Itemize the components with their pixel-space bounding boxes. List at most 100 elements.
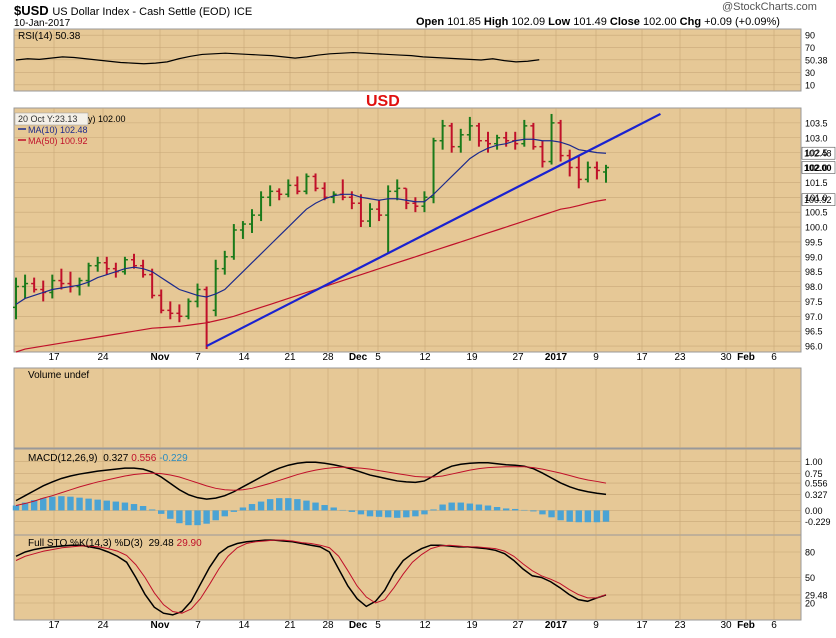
ma50-line xyxy=(15,199,607,353)
y-tick-label: 20 xyxy=(805,599,815,609)
chart-header-symbol: $USD US Dollar Index - Cash Settle (EOD)… xyxy=(14,3,252,18)
ohlc-bar xyxy=(603,164,609,183)
macd-hist-bar xyxy=(566,510,573,522)
y-tick-label: 30 xyxy=(805,68,815,78)
ohlc-bar xyxy=(557,119,564,162)
macd-hist-bar xyxy=(167,510,174,519)
sto-k-value: 29.48 xyxy=(149,538,174,549)
ohlc-summary: Open 101.85 High 102.09 Low 101.49 Close… xyxy=(416,16,780,28)
ohlc-bar xyxy=(575,155,582,189)
grid-lines xyxy=(14,29,801,620)
macd-hist-bar xyxy=(130,504,138,511)
x-tick-label: Dec xyxy=(349,352,368,363)
macd-hist-bar xyxy=(403,510,410,518)
x-tick-label: 12 xyxy=(419,352,431,363)
ohlc-bar xyxy=(131,253,137,269)
x-tick-label: 24 xyxy=(97,620,109,631)
y-tick-label: 0.00 xyxy=(805,506,823,516)
macd-hist-bar xyxy=(448,502,455,511)
macd-hist-bar xyxy=(230,510,238,512)
macd-hist-bar xyxy=(203,510,210,524)
y-tick-label: 100.0 xyxy=(805,223,828,233)
sto-title-label: Full STO %K(14,3) %D(3) xyxy=(28,538,143,549)
macd-hist-bar xyxy=(312,502,319,511)
price-badge: 100.92 xyxy=(804,195,832,205)
y-tick-label: 80 xyxy=(805,548,815,558)
rsi-series xyxy=(15,51,540,65)
macd-title: MACD(12,26,9) 0.327 0.556 -0.229 xyxy=(28,453,188,464)
high-label: High xyxy=(483,16,509,28)
ohlc-bar xyxy=(548,113,555,165)
macd-hist-bar xyxy=(430,509,437,511)
x-tick-label: 19 xyxy=(466,620,478,631)
ohlc-bar xyxy=(584,161,591,183)
ohlc-bar xyxy=(303,173,310,195)
macd-signal-line xyxy=(15,466,607,507)
ohlc-bar xyxy=(185,298,192,320)
ohlc-bar xyxy=(385,185,392,254)
ohlc-bar xyxy=(294,176,301,195)
x-tick-label: 6 xyxy=(771,620,777,631)
macd-hist-bar xyxy=(21,502,29,511)
ohlc-bar xyxy=(439,119,446,150)
macd-hist-bar xyxy=(276,498,283,511)
x-tick-label: 30 xyxy=(720,352,732,363)
y-tick-label: 99.5 xyxy=(805,237,823,247)
x-tick-label: 2017 xyxy=(545,352,568,363)
sto-series xyxy=(15,539,607,616)
close-value: 102.00 xyxy=(642,16,677,28)
ohlc-bar xyxy=(230,224,237,260)
ma10-legend: MA(10) 102.48 xyxy=(28,125,88,135)
open-label: Open xyxy=(416,16,445,28)
macd-hist-bar xyxy=(575,510,582,523)
watermark: @StockCharts.com xyxy=(722,1,817,13)
macd-hist-bar xyxy=(148,509,156,511)
y-tick-label: 70 xyxy=(805,43,815,53)
x-tick-label: Nov xyxy=(151,620,170,631)
macd-hist-bar xyxy=(421,510,428,515)
close-label: Close xyxy=(609,16,640,28)
open-value: 101.85 xyxy=(447,16,481,28)
x-tick-label: 17 xyxy=(636,620,648,631)
ohlc-bar xyxy=(22,274,29,299)
x-tick-label: 28 xyxy=(322,620,334,631)
y-tick-label: 101.5 xyxy=(805,178,828,188)
macd-hist-bar xyxy=(212,510,219,521)
macd-hist-bar xyxy=(466,503,474,511)
price-badge-box xyxy=(801,161,836,174)
ohlc-bar xyxy=(485,131,491,153)
ohlc-bar xyxy=(448,122,455,153)
y-tick-label: 0.556 xyxy=(805,479,828,489)
ohlc-bar xyxy=(76,277,83,296)
macd-hist-bar xyxy=(330,507,337,511)
macd-hist-bar xyxy=(493,506,501,511)
y-tick-label: 90 xyxy=(805,31,815,41)
x-tick-label: 5 xyxy=(375,352,381,363)
ohlc-bar xyxy=(457,128,464,153)
ohlc-bar xyxy=(58,268,65,290)
ohlc-bar xyxy=(321,182,328,201)
macd-hist-bar xyxy=(412,510,419,517)
macd-hist-bar xyxy=(593,510,601,523)
macd-title-label: MACD(12,26,9) xyxy=(28,453,97,464)
y-tick-label: 96.5 xyxy=(805,327,823,337)
x-tick-label: 23 xyxy=(674,620,686,631)
macd-hist-bar xyxy=(557,510,564,521)
x-tick-label: 28 xyxy=(322,352,334,363)
ohlc-bar xyxy=(357,194,364,228)
macd-hist-bar xyxy=(85,498,92,511)
ohlc-bar xyxy=(258,191,265,222)
y-tick-label: 0.75 xyxy=(805,469,823,479)
macd-panel xyxy=(13,448,802,536)
low-value: 101.49 xyxy=(573,16,607,28)
ohlc-bar xyxy=(394,179,401,201)
macd-hist-bar xyxy=(185,510,192,526)
ohlc-bar xyxy=(103,256,110,275)
price-panel xyxy=(13,107,802,353)
macd-hist-bar xyxy=(375,510,383,517)
x-tick-label: 19 xyxy=(466,352,478,363)
x-tick-label: 21 xyxy=(284,620,296,631)
macd-hist-bar xyxy=(366,510,374,517)
y-tick-label: 103.0 xyxy=(805,133,828,143)
macd-hist-bar xyxy=(194,510,201,526)
